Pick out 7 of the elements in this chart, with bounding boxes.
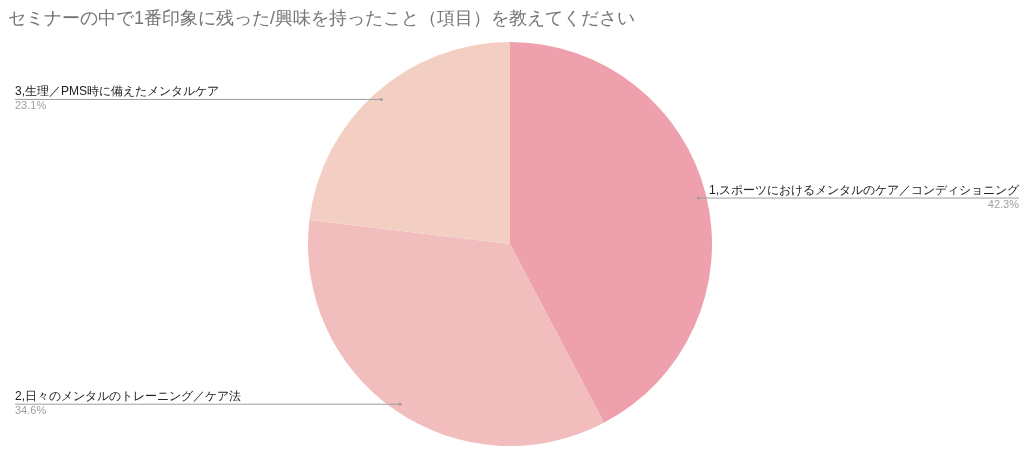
slice-label: 3,生理／PMS時に備えたメンタルケア xyxy=(15,84,220,99)
data-label: 42.3% xyxy=(987,198,1020,211)
slice-label: 2,日々のメンタルのトレーニング／ケア法 xyxy=(15,389,242,404)
slice-label: 1,スポーツにおけるメンタルのケア／コンディショニング xyxy=(708,182,1020,197)
data-label: 34.6% xyxy=(15,404,47,417)
chart-title: セミナーの中で1番印象に残った/興味を持ったこと（項目）を教えてください xyxy=(8,7,636,29)
data-label: 23.1% xyxy=(15,99,47,112)
